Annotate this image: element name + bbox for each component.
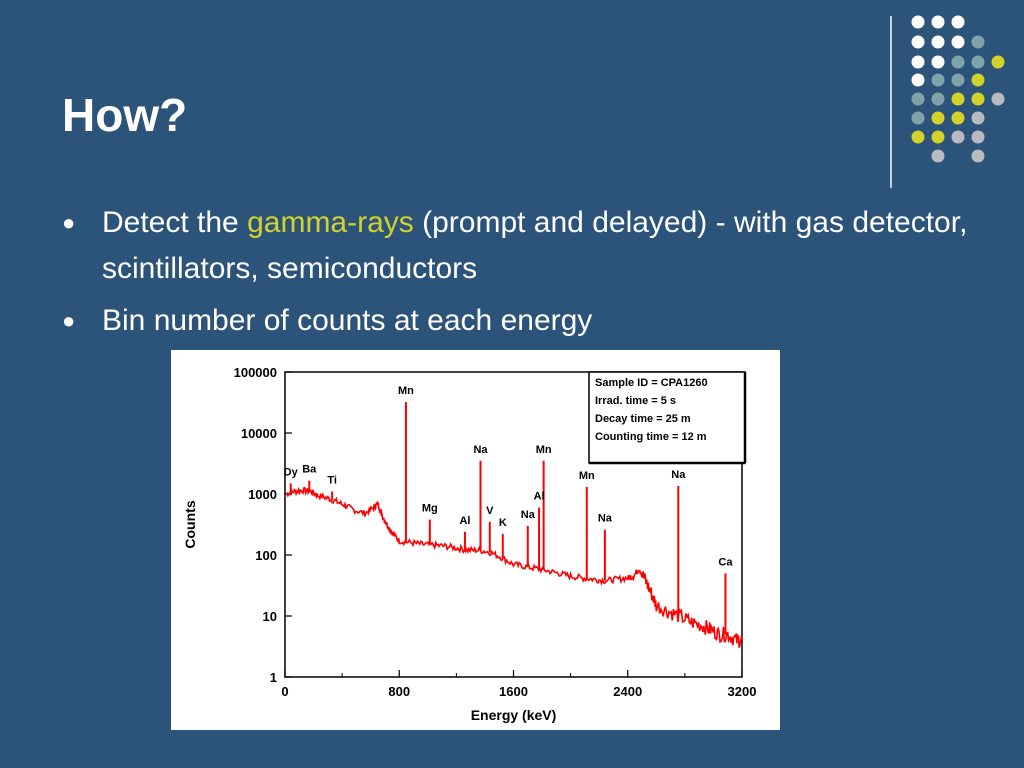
slide-title: How?: [62, 89, 188, 141]
decorative-dot: [951, 111, 965, 125]
info-box: Sample ID = CPA1260 Irrad. time = 5 s Deca…: [588, 371, 747, 465]
peak-label: V: [486, 505, 494, 517]
decorative-dot: [931, 92, 945, 106]
decorative-dot: [931, 73, 945, 87]
decorative-dot: [911, 15, 925, 29]
decorative-dot: [971, 130, 985, 144]
decorative-dot: [971, 73, 985, 87]
peak-label: Mn: [579, 470, 595, 482]
peak-label: Dy: [284, 466, 299, 478]
peak-label: Al: [534, 491, 545, 503]
bullet-icon: ●: [62, 210, 76, 235]
info-box-frame: [588, 371, 746, 464]
y-tick-label: 1000: [248, 487, 277, 502]
decorative-dot: [971, 111, 985, 125]
info-box-line: Counting time = 12 m: [595, 431, 707, 443]
decorative-dot: [971, 92, 985, 106]
x-tick-label: 800: [388, 684, 410, 699]
decorative-dot: [991, 92, 1005, 106]
decorative-dot: [931, 149, 945, 163]
x-tick-label: 1600: [499, 684, 528, 699]
peak-label: Ba: [302, 464, 317, 476]
decorative-dot: [951, 35, 965, 49]
bullet-icon: ●: [62, 308, 76, 333]
decorative-dot: [991, 55, 1005, 69]
decorative-dot: [951, 130, 965, 144]
y-tick-label: 1: [270, 670, 277, 685]
decorative-dot: [931, 35, 945, 49]
decorative-dot: [931, 55, 945, 69]
bullet-highlight: gamma-rays: [247, 206, 414, 239]
bullet-text-after: (prompt and delayed) - with gas detector…: [102, 206, 968, 285]
decorative-dot: [971, 149, 985, 163]
bullet-text: Bin number of counts at each energy: [102, 304, 593, 337]
decorative-dot: [911, 73, 925, 87]
peak-label: Ti: [327, 474, 337, 486]
decorative-dot: [931, 130, 945, 144]
decorative-dot: [951, 92, 965, 106]
info-box-line: Decay time = 25 m: [595, 413, 691, 425]
x-axis-label: Energy (keV): [471, 707, 557, 723]
spectrum-chart-svg: 1 10 100 1000 10000 100000 0 800 1600 2400 3200 Dy…: [182, 365, 757, 723]
x-tick-label: 3200: [728, 684, 757, 699]
decorative-dot: [951, 15, 965, 29]
spectrum-chart: 1 10 100 1000 10000 100000 0 800 1600 2400 3200 Dy…: [171, 350, 780, 730]
y-tick-label: 100000: [234, 365, 277, 380]
decorative-dot: [971, 55, 985, 69]
y-axis-label: Counts: [182, 500, 198, 548]
peak-label: Na: [473, 444, 488, 456]
peak-label: Na: [598, 513, 613, 525]
peak-label: Na: [521, 509, 536, 521]
decorative-dot: [911, 55, 925, 69]
peak-label: K: [499, 517, 507, 529]
spectrum-line: [285, 486, 743, 648]
x-tick-label: 2400: [613, 684, 642, 699]
bullet-list: ● Detect the gamma-rays (prompt and dela…: [62, 200, 982, 350]
info-box-line: Sample ID = CPA1260: [595, 377, 708, 389]
bullet-item-2: ● Bin number of counts at each energy: [62, 298, 982, 344]
decorative-dot: [951, 55, 965, 69]
peak-label: Na: [671, 469, 686, 481]
decorative-dot: [911, 92, 925, 106]
decorative-dot: [911, 130, 925, 144]
peak-label: Al: [459, 515, 470, 527]
decorative-dot: [911, 111, 925, 125]
decorative-dot: [911, 35, 925, 49]
peak-label: Ca: [718, 556, 733, 568]
x-tick-label: 0: [281, 684, 288, 699]
decorative-dot: [971, 35, 985, 49]
y-tick-label: 10: [263, 609, 277, 624]
decorative-dot: [931, 15, 945, 29]
y-tick-label: 10000: [241, 426, 277, 441]
peak-label: Mn: [536, 444, 552, 456]
divider-line: [890, 16, 892, 188]
y-tick-label: 100: [255, 548, 277, 563]
peak-label: Mg: [422, 503, 438, 515]
bullet-text-before: Detect the: [102, 206, 248, 239]
info-box-line: Irrad. time = 5 s: [595, 395, 676, 407]
peak-label: Mn: [398, 385, 414, 397]
bullet-item-1: ● Detect the gamma-rays (prompt and dela…: [62, 200, 982, 292]
decorative-dot: [931, 111, 945, 125]
decorative-dot: [951, 73, 965, 87]
